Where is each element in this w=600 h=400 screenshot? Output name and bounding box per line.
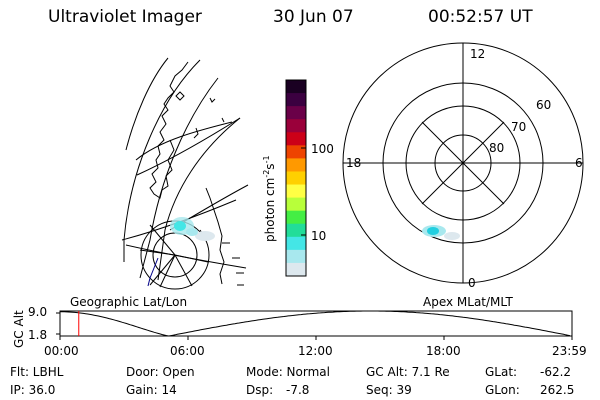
geo-coastline — [175, 91, 185, 101]
colorbar-tick-10: 10 — [311, 229, 327, 243]
geo-grid-line — [139, 77, 219, 279]
altitude-plot-frame — [59, 310, 573, 337]
altitude-plot — [56, 310, 573, 340]
dsp-label: Dsp: — [246, 383, 274, 397]
geo-meridian — [149, 224, 176, 256]
geo-coastline — [147, 257, 159, 287]
colorbar-segment — [286, 197, 306, 212]
glon-value: 262.5 — [540, 383, 575, 397]
lat-label-60: 60 — [536, 98, 552, 112]
apex-label: Apex MLat/MLT — [423, 295, 513, 309]
mlt-label-12: 12 — [470, 47, 486, 61]
geo-grid-line — [123, 59, 201, 262]
colorbar-segment — [286, 119, 306, 133]
ip-info: IP: 36.0 — [10, 383, 56, 397]
colorbar-segment — [286, 106, 306, 120]
gain-info: Gain: 14 — [126, 383, 177, 397]
dsp-value: -7.8 — [286, 383, 310, 397]
geo-coastline — [221, 117, 225, 123]
geo-coastline — [209, 97, 216, 103]
altitude-ytick-max: 9.0 — [28, 305, 48, 319]
geo-coastline — [149, 61, 189, 199]
altitude-ylabel: GC Alt — [12, 310, 26, 348]
lat-label-80: 80 — [489, 141, 505, 155]
instrument-title: Ultraviolet Imager — [48, 7, 202, 27]
colorbar-segment — [286, 223, 306, 238]
polar-diagonal — [421, 121, 505, 205]
geo-grid-line — [136, 117, 241, 176]
colorbar-segment — [286, 80, 306, 94]
geo-meridian — [174, 254, 209, 263]
geo-aurora — [170, 217, 215, 241]
geographic-label: Geographic Lat/Lon — [70, 295, 188, 309]
glat-label: GLat: — [485, 365, 518, 379]
geo-grid-line — [157, 117, 241, 281]
seq-info: Seq: 39 — [366, 383, 412, 397]
colorbar-frame — [285, 79, 307, 277]
filter-info: Flt: LBHL — [10, 365, 64, 379]
time-label-1800: 18:00 — [426, 344, 461, 358]
colorbar-segment — [286, 262, 306, 277]
date-label: 30 Jun 07 — [273, 7, 354, 27]
colorbar-segment — [286, 158, 306, 172]
glon-label: GLon: — [485, 383, 520, 397]
geo-coastline — [193, 127, 199, 139]
lat-label-70: 70 — [511, 120, 527, 134]
glat-value: -62.2 — [540, 365, 572, 379]
time-label: 00:52:57 UT — [428, 7, 533, 27]
geo-coastline — [205, 187, 225, 285]
geo-meridian — [159, 254, 176, 288]
time-label-0600: 06:00 — [170, 344, 205, 358]
geo-meridian — [174, 254, 193, 287]
colorbar-segment — [286, 210, 306, 225]
geo-grid-line — [135, 121, 233, 161]
polar-aurora — [422, 225, 460, 240]
colorbar-segment — [286, 93, 306, 107]
colorbar-tick-100: 100 — [311, 142, 334, 156]
gc-alt-info: GC Alt: 7.1 Re — [366, 365, 450, 379]
colorbar-unit-label: photon cm-2s-1 — [262, 155, 277, 242]
mlt-label-18: 18 — [346, 156, 362, 170]
colorbar — [285, 79, 307, 277]
colorbar-segment — [286, 184, 306, 199]
door-info: Door: Open — [126, 365, 195, 379]
colorbar-segment — [286, 236, 306, 251]
colorbar-segment — [286, 249, 306, 264]
geographic-map — [121, 57, 249, 290]
mlt-label-6: 6 — [575, 156, 583, 170]
time-ticks — [56, 312, 573, 340]
colorbar-segment — [286, 145, 306, 159]
time-label-0000: 00:00 — [44, 344, 79, 358]
colorbar-segment — [286, 132, 306, 146]
time-label-2359: 23:59 — [552, 344, 587, 358]
mode-info: Mode: Normal — [246, 365, 330, 379]
time-label-1200: 12:00 — [298, 344, 333, 358]
altitude-curve — [60, 310, 570, 337]
geo-outer-arc — [125, 57, 169, 151]
apex-polar-plot — [342, 42, 584, 284]
altitude-ytick-min: 1.8 — [28, 328, 48, 342]
geo-meridian — [139, 249, 176, 256]
mlt-label-0: 0 — [468, 276, 476, 290]
colorbar-segment — [286, 171, 306, 186]
geo-meridian — [149, 254, 176, 286]
